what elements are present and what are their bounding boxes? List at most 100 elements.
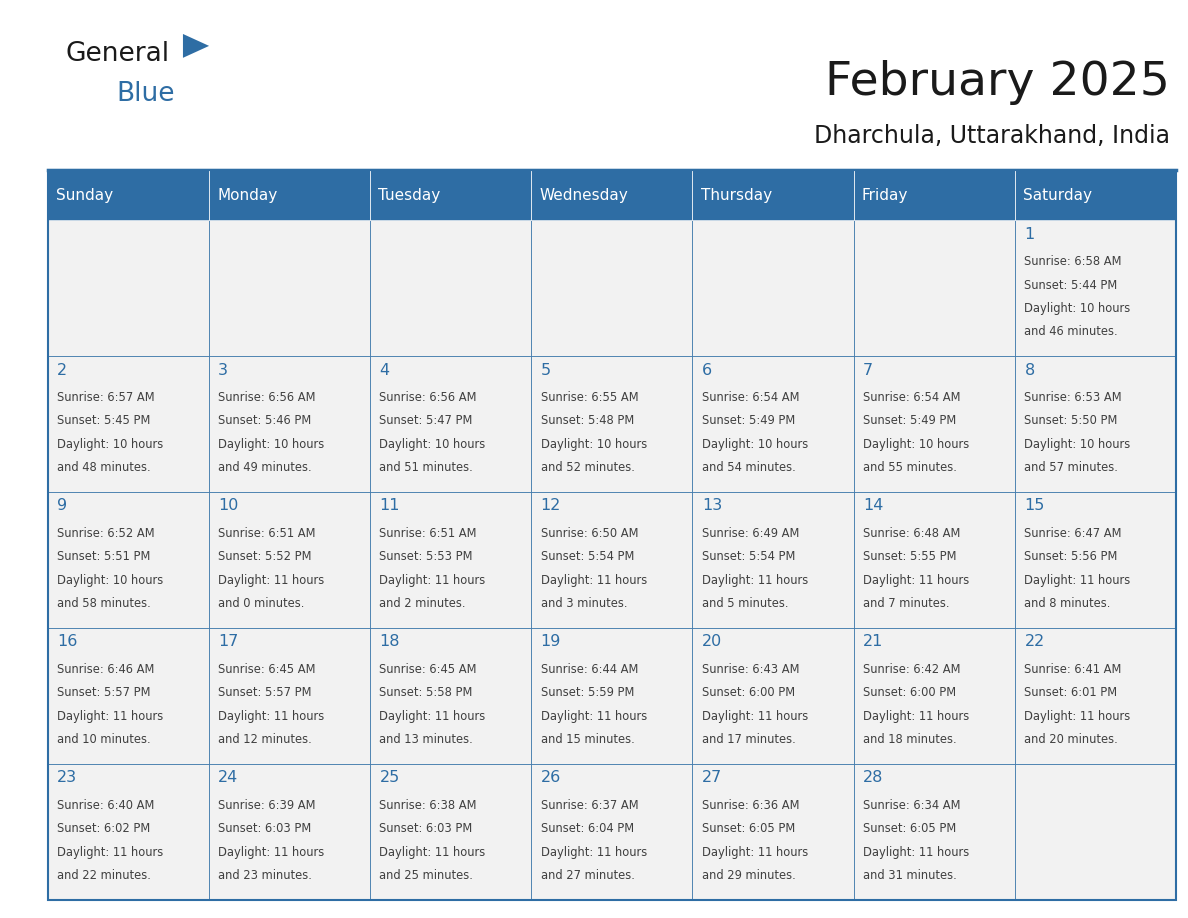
Text: 17: 17 xyxy=(219,634,239,649)
Bar xyxy=(531,170,693,220)
Text: 1: 1 xyxy=(1024,227,1035,241)
Bar xyxy=(854,764,1015,900)
Bar xyxy=(693,356,854,492)
Text: and 23 minutes.: and 23 minutes. xyxy=(219,869,312,882)
Text: 24: 24 xyxy=(219,770,239,785)
Text: and 12 minutes.: and 12 minutes. xyxy=(219,733,312,746)
Bar xyxy=(1015,170,1176,220)
Bar xyxy=(48,170,209,220)
Bar xyxy=(369,628,531,764)
Text: 4: 4 xyxy=(379,363,390,377)
Text: 28: 28 xyxy=(864,770,884,785)
Bar xyxy=(1015,628,1176,764)
Text: Sunset: 5:46 PM: Sunset: 5:46 PM xyxy=(219,415,311,428)
Text: Sunset: 5:44 PM: Sunset: 5:44 PM xyxy=(1024,279,1118,292)
Text: Sunrise: 6:46 AM: Sunrise: 6:46 AM xyxy=(57,663,154,676)
Text: Sunrise: 6:56 AM: Sunrise: 6:56 AM xyxy=(379,391,476,404)
Bar xyxy=(531,356,693,492)
Text: and 17 minutes.: and 17 minutes. xyxy=(702,733,796,746)
Text: Thursday: Thursday xyxy=(701,187,772,203)
Text: Daylight: 10 hours: Daylight: 10 hours xyxy=(379,438,486,451)
Text: 11: 11 xyxy=(379,498,400,513)
Text: Sunset: 5:54 PM: Sunset: 5:54 PM xyxy=(541,551,634,564)
Text: Daylight: 10 hours: Daylight: 10 hours xyxy=(57,574,163,587)
Text: Daylight: 11 hours: Daylight: 11 hours xyxy=(379,574,486,587)
Text: and 0 minutes.: and 0 minutes. xyxy=(219,598,304,610)
Text: and 55 minutes.: and 55 minutes. xyxy=(864,462,958,475)
Text: Sunrise: 6:56 AM: Sunrise: 6:56 AM xyxy=(219,391,316,404)
Bar xyxy=(854,356,1015,492)
Text: Sunset: 5:53 PM: Sunset: 5:53 PM xyxy=(379,551,473,564)
Text: Sunset: 5:52 PM: Sunset: 5:52 PM xyxy=(219,551,311,564)
Text: Daylight: 11 hours: Daylight: 11 hours xyxy=(864,710,969,722)
Text: Sunrise: 6:42 AM: Sunrise: 6:42 AM xyxy=(864,663,961,676)
Text: Daylight: 11 hours: Daylight: 11 hours xyxy=(57,710,163,722)
Text: Saturday: Saturday xyxy=(1023,187,1092,203)
Text: Sunset: 5:50 PM: Sunset: 5:50 PM xyxy=(1024,415,1118,428)
Text: Friday: Friday xyxy=(862,187,909,203)
Text: Sunset: 6:01 PM: Sunset: 6:01 PM xyxy=(1024,687,1118,700)
Text: Sunset: 6:03 PM: Sunset: 6:03 PM xyxy=(379,823,473,835)
Text: and 15 minutes.: and 15 minutes. xyxy=(541,733,634,746)
Text: and 2 minutes.: and 2 minutes. xyxy=(379,598,466,610)
Text: Daylight: 11 hours: Daylight: 11 hours xyxy=(702,845,808,858)
Text: 5: 5 xyxy=(541,363,551,377)
Text: 20: 20 xyxy=(702,634,722,649)
Text: Daylight: 11 hours: Daylight: 11 hours xyxy=(379,710,486,722)
Bar xyxy=(854,220,1015,356)
Text: Sunset: 5:54 PM: Sunset: 5:54 PM xyxy=(702,551,795,564)
Text: and 27 minutes.: and 27 minutes. xyxy=(541,869,634,882)
Text: Sunrise: 6:51 AM: Sunrise: 6:51 AM xyxy=(219,527,316,540)
Text: 8: 8 xyxy=(1024,363,1035,377)
Bar xyxy=(369,492,531,628)
Text: Sunset: 6:05 PM: Sunset: 6:05 PM xyxy=(702,823,795,835)
Text: Daylight: 10 hours: Daylight: 10 hours xyxy=(1024,302,1131,315)
Text: Daylight: 11 hours: Daylight: 11 hours xyxy=(702,574,808,587)
Text: Daylight: 11 hours: Daylight: 11 hours xyxy=(219,845,324,858)
Bar xyxy=(209,628,369,764)
Text: Daylight: 11 hours: Daylight: 11 hours xyxy=(379,845,486,858)
Text: Sunrise: 6:34 AM: Sunrise: 6:34 AM xyxy=(864,799,961,812)
Bar xyxy=(531,628,693,764)
Text: Sunrise: 6:53 AM: Sunrise: 6:53 AM xyxy=(1024,391,1121,404)
Text: Sunrise: 6:37 AM: Sunrise: 6:37 AM xyxy=(541,799,638,812)
Text: and 31 minutes.: and 31 minutes. xyxy=(864,869,956,882)
Text: Blue: Blue xyxy=(116,81,175,106)
Text: 27: 27 xyxy=(702,770,722,785)
Text: Sunset: 6:00 PM: Sunset: 6:00 PM xyxy=(864,687,956,700)
Text: Daylight: 10 hours: Daylight: 10 hours xyxy=(702,438,808,451)
Text: Sunrise: 6:58 AM: Sunrise: 6:58 AM xyxy=(1024,255,1121,268)
Text: February 2025: February 2025 xyxy=(826,60,1170,105)
Text: 3: 3 xyxy=(219,363,228,377)
Polygon shape xyxy=(183,34,209,58)
Text: Daylight: 10 hours: Daylight: 10 hours xyxy=(1024,438,1131,451)
Text: 25: 25 xyxy=(379,770,399,785)
Text: Sunrise: 6:45 AM: Sunrise: 6:45 AM xyxy=(379,663,476,676)
Text: and 8 minutes.: and 8 minutes. xyxy=(1024,598,1111,610)
Text: Sunrise: 6:54 AM: Sunrise: 6:54 AM xyxy=(702,391,800,404)
Text: Sunrise: 6:49 AM: Sunrise: 6:49 AM xyxy=(702,527,800,540)
Text: and 52 minutes.: and 52 minutes. xyxy=(541,462,634,475)
Text: 15: 15 xyxy=(1024,498,1044,513)
Text: 23: 23 xyxy=(57,770,77,785)
Bar xyxy=(209,492,369,628)
Bar xyxy=(693,628,854,764)
Bar xyxy=(48,220,209,356)
Text: and 25 minutes.: and 25 minutes. xyxy=(379,869,473,882)
Text: Sunset: 6:03 PM: Sunset: 6:03 PM xyxy=(219,823,311,835)
Text: 2: 2 xyxy=(57,363,68,377)
Text: Sunset: 5:57 PM: Sunset: 5:57 PM xyxy=(57,687,151,700)
Text: Sunset: 5:51 PM: Sunset: 5:51 PM xyxy=(57,551,151,564)
Text: Sunrise: 6:39 AM: Sunrise: 6:39 AM xyxy=(219,799,316,812)
Text: and 13 minutes.: and 13 minutes. xyxy=(379,733,473,746)
Text: Sunrise: 6:36 AM: Sunrise: 6:36 AM xyxy=(702,799,800,812)
Text: and 7 minutes.: and 7 minutes. xyxy=(864,598,949,610)
Text: 18: 18 xyxy=(379,634,400,649)
Text: 12: 12 xyxy=(541,498,561,513)
Text: Sunset: 6:05 PM: Sunset: 6:05 PM xyxy=(864,823,956,835)
Text: 21: 21 xyxy=(864,634,884,649)
Bar xyxy=(531,764,693,900)
Text: Sunset: 5:58 PM: Sunset: 5:58 PM xyxy=(379,687,473,700)
Text: and 3 minutes.: and 3 minutes. xyxy=(541,598,627,610)
Bar xyxy=(209,220,369,356)
